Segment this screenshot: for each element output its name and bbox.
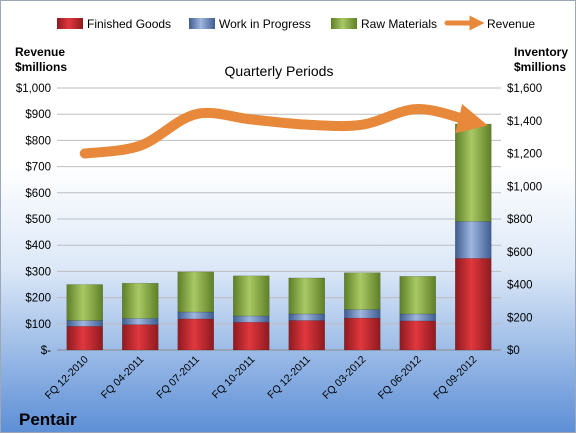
right-tick-label: $1,000 [507, 181, 542, 193]
x-tick-label: FQ 12-2011 [265, 354, 313, 402]
bar-finished-goods [344, 318, 380, 350]
chart-title: Quarterly Periods [225, 63, 334, 79]
left-tick-label: $- [41, 345, 51, 357]
bar-work-in-progress [400, 314, 436, 321]
bar-finished-goods [67, 326, 103, 350]
x-tick-label: FQ 10-2011 [210, 354, 258, 402]
bar-work-in-progress [233, 316, 269, 322]
bar-finished-goods [455, 258, 491, 350]
right-axis-title-line2: $millions [514, 60, 566, 74]
right-tick-label: $400 [507, 280, 533, 292]
x-tick-label: FQ 06-2012 [376, 354, 424, 402]
bar-finished-goods [289, 321, 325, 350]
revenue-line-group [85, 109, 474, 154]
right-tick-label: $800 [507, 214, 533, 226]
left-axis-title-line2: $millions [15, 60, 67, 74]
x-tick-label: FQ 07-2011 [154, 354, 202, 402]
left-axis-title-line1: Revenue [15, 45, 65, 59]
legend-swatch-work-in-progress [189, 18, 215, 29]
brand-label: Pentair [19, 410, 77, 429]
bar-work-in-progress [289, 314, 325, 321]
x-tick-label: FQ 12-2010 [43, 354, 91, 402]
bar-raw-materials [233, 276, 269, 316]
bar-raw-materials [178, 272, 214, 312]
left-tick-label: $800 [25, 135, 51, 147]
bar-stack-group [67, 124, 492, 350]
x-tick-label: FQ 04-2011 [99, 354, 147, 402]
right-tick-labels: $0 $200 $400 $600 $800 $1,000 $1,200 $1,400 $1,6… [507, 83, 542, 357]
left-tick-label: $700 [25, 162, 51, 174]
bar-work-in-progress [344, 310, 380, 319]
bar-work-in-progress [178, 312, 214, 319]
left-tick-label: $400 [25, 240, 51, 252]
legend-swatch-finished-goods [57, 18, 83, 29]
left-tick-label: $500 [25, 214, 51, 226]
bar-raw-materials [455, 124, 491, 221]
bar-raw-materials [122, 283, 158, 318]
right-tick-label: $1,200 [507, 149, 542, 161]
legend-label-raw-materials: Raw Materials [361, 17, 437, 31]
revenue-line [85, 109, 474, 154]
bar-raw-materials [289, 278, 325, 314]
bar-finished-goods [233, 322, 269, 350]
right-tick-label: $1,400 [507, 116, 542, 128]
x-tick-label: FQ 09-2012 [431, 354, 479, 402]
right-tick-label: $200 [507, 312, 533, 324]
bar-finished-goods [178, 319, 214, 350]
legend-label-revenue: Revenue [487, 17, 535, 31]
right-axis-title-line1: Inventory [514, 45, 568, 59]
bar-work-in-progress [122, 318, 158, 324]
right-tick-label: $600 [507, 247, 533, 259]
left-tick-label: $600 [25, 188, 51, 200]
bar-finished-goods [122, 325, 158, 350]
legend: Finished Goods Work in Progress Raw Mate… [57, 17, 535, 31]
left-tick-label: $100 [25, 319, 51, 331]
left-tick-label: $1,000 [16, 83, 51, 95]
left-tick-labels: $- $100 $200 $300 $400 $500 $600 $700 $800 $900 $1… [16, 83, 51, 357]
bar-raw-materials [344, 273, 380, 310]
x-tick-label: FQ 03-2012 [320, 354, 368, 402]
left-tick-label: $200 [25, 293, 51, 305]
left-tick-label: $900 [25, 109, 51, 121]
legend-label-finished-goods: Finished Goods [87, 17, 171, 31]
bar-raw-materials [400, 276, 436, 314]
left-tick-label: $300 [25, 266, 51, 278]
right-tick-label: $0 [507, 345, 520, 357]
right-tick-label: $1,600 [507, 83, 542, 95]
bar-work-in-progress [67, 321, 103, 327]
bar-work-in-progress [455, 221, 491, 258]
bar-finished-goods [400, 321, 436, 350]
legend-label-work-in-progress: Work in Progress [219, 17, 311, 31]
bar-raw-materials [67, 285, 103, 321]
legend-swatch-raw-materials [331, 18, 357, 29]
